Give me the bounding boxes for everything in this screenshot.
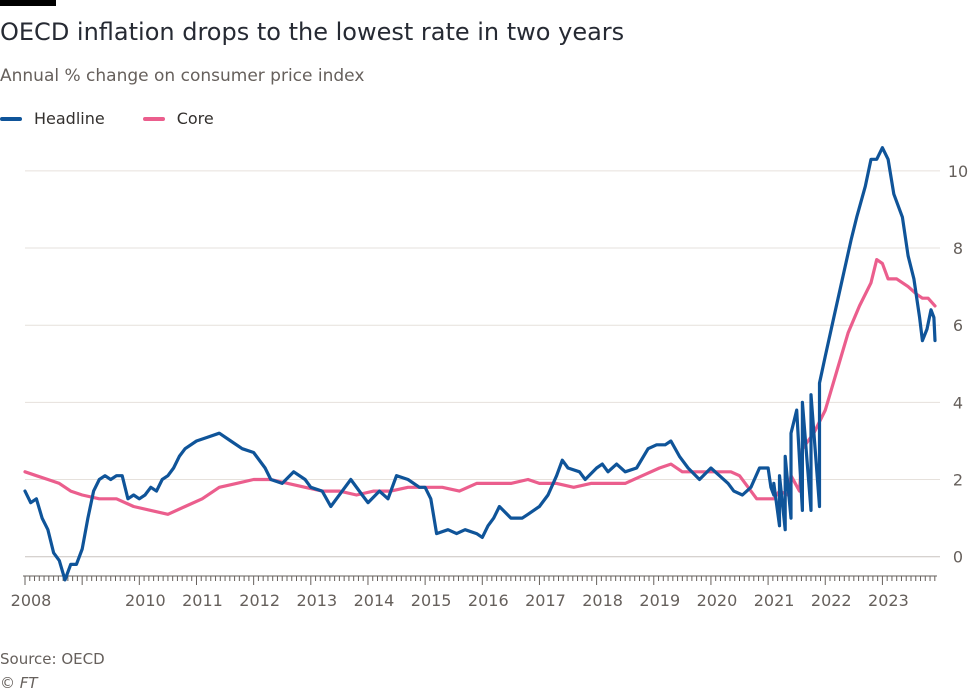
source-note: Source: OECD bbox=[0, 650, 105, 668]
x-tick-label: 2015 bbox=[411, 591, 452, 610]
x-tick-label: 2010 bbox=[125, 591, 166, 610]
y-tick-label: 0 bbox=[953, 548, 963, 567]
x-tick-label: 2020 bbox=[697, 591, 738, 610]
series-line-core bbox=[23, 258, 937, 516]
x-tick-label: 2022 bbox=[811, 591, 852, 610]
y-tick-label: 6 bbox=[953, 316, 963, 335]
credit-note: © FT bbox=[0, 674, 38, 692]
y-tick-label: 4 bbox=[953, 393, 963, 412]
x-tick-label: 2011 bbox=[182, 591, 223, 610]
x-tick-label: 2012 bbox=[239, 591, 280, 610]
x-tick-label: 2021 bbox=[754, 591, 795, 610]
x-tick-label: 2019 bbox=[639, 591, 680, 610]
x-tick-label: 2016 bbox=[468, 591, 509, 610]
line-chart: 0 2 4 6 8 10 2008 2010 2011 2012 2013 2014 2015 2016 2… bbox=[11, 146, 968, 610]
legend-item-core: Core bbox=[142, 109, 214, 128]
y-tick-label: 2 bbox=[953, 471, 963, 490]
brand-bar bbox=[0, 0, 56, 6]
legend-swatch-headline bbox=[0, 116, 22, 121]
legend-label-core: Core bbox=[176, 109, 214, 128]
x-tick-label: 2013 bbox=[296, 591, 337, 610]
legend: Headline Core bbox=[0, 109, 252, 128]
legend-swatch-core bbox=[142, 116, 165, 121]
legend-item-headline: Headline bbox=[0, 109, 105, 128]
y-tick-label: 8 bbox=[953, 239, 963, 258]
chart-title: OECD inflation drops to the lowest rate … bbox=[0, 18, 625, 46]
chart-subtitle: Annual % change on consumer price index bbox=[0, 66, 365, 86]
x-tick-label: 2017 bbox=[525, 591, 566, 610]
x-tick-label: 2023 bbox=[868, 591, 909, 610]
x-tick-label: 2014 bbox=[354, 591, 395, 610]
series-line-headline bbox=[23, 146, 937, 582]
y-tick-label: 10 bbox=[948, 162, 968, 181]
legend-label-headline: Headline bbox=[34, 109, 105, 128]
x-tick-label: 2008 bbox=[11, 591, 52, 610]
x-tick-label: 2018 bbox=[582, 591, 623, 610]
